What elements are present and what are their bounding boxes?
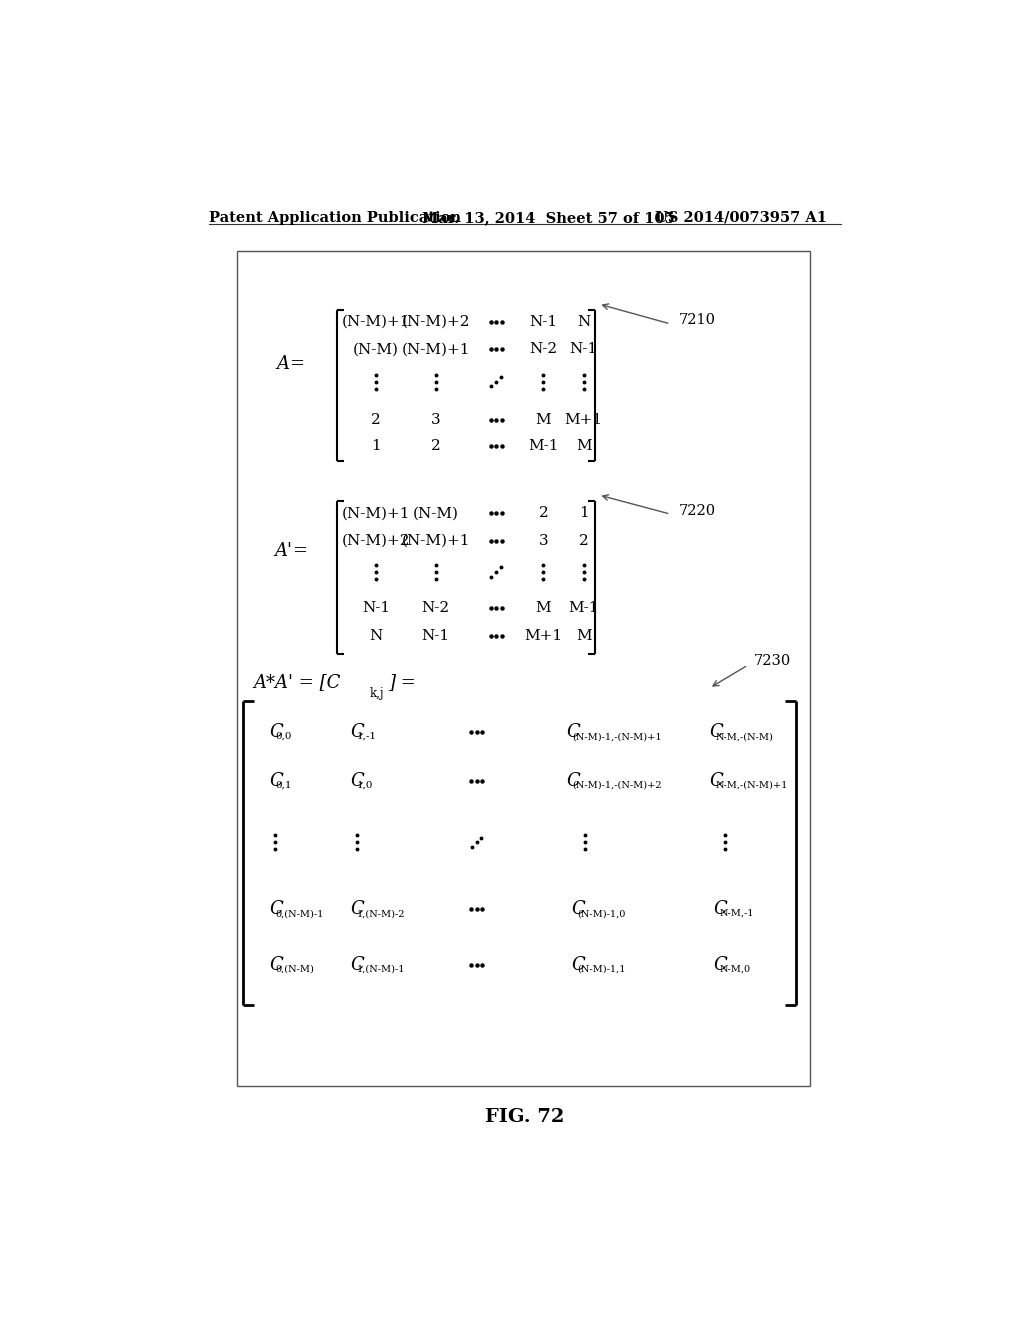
Text: 1: 1 [579,507,589,520]
Text: (N-M)-1,-(N-M)+2: (N-M)-1,-(N-M)+2 [572,780,662,789]
Text: M+1: M+1 [564,413,603,428]
Text: Mar. 13, 2014  Sheet 57 of 105: Mar. 13, 2014 Sheet 57 of 105 [423,211,675,224]
Text: C: C [269,772,283,789]
Text: N: N [578,314,590,329]
Text: 2: 2 [431,438,440,453]
Text: 3: 3 [431,413,440,428]
Text: 1,(N-M)-1: 1,(N-M)-1 [356,965,406,974]
Text: C: C [710,772,723,789]
Text: C: C [713,956,727,974]
Text: 2: 2 [579,535,589,548]
Text: k,j: k,j [370,688,384,701]
Text: N-2: N-2 [422,601,450,615]
Text: N-1: N-1 [361,601,390,615]
Text: A: A [276,355,290,374]
Text: C: C [571,956,585,974]
Text: FIG. 72: FIG. 72 [485,1107,564,1126]
Text: 7210: 7210 [678,313,715,327]
Text: C: C [269,956,283,974]
Text: (N-M)+1: (N-M)+1 [342,507,411,520]
Text: US 2014/0073957 A1: US 2014/0073957 A1 [655,211,827,224]
Text: C: C [269,723,283,741]
Text: C: C [566,723,580,741]
Text: Patent Application Publication: Patent Application Publication [209,211,462,224]
Text: M: M [575,628,592,643]
Text: (N-M)+1: (N-M)+1 [342,314,411,329]
Text: 2: 2 [539,507,548,520]
Text: C: C [350,900,365,919]
Text: M+1: M+1 [524,628,562,643]
Text: M: M [575,438,592,453]
Text: N-M,-(N-M)+1: N-M,-(N-M)+1 [716,780,787,789]
Text: N-M,-1: N-M,-1 [720,909,754,919]
Text: N-2: N-2 [529,342,557,356]
Text: 0,0: 0,0 [275,733,292,741]
Text: (N-M): (N-M) [413,507,459,520]
Text: =: = [293,543,307,560]
Text: (N-M)+2: (N-M)+2 [401,314,470,329]
Bar [237,251,810,1086]
Text: N-1: N-1 [569,342,598,356]
Text: (N-M)+2: (N-M)+2 [342,535,411,548]
Text: M: M [536,413,551,428]
Text: N-M,-(N-M): N-M,-(N-M) [716,733,773,741]
Text: (N-M)-1,0: (N-M)-1,0 [578,909,626,919]
Text: M: M [536,601,551,615]
Text: N-M,0: N-M,0 [720,965,751,974]
Text: A*A' = [C: A*A' = [C [254,673,341,690]
Text: N-1: N-1 [529,314,557,329]
Text: ] =: ] = [388,673,417,690]
Text: (N-M)-1,-(N-M)+1: (N-M)-1,-(N-M)+1 [572,733,662,741]
Text: =: = [290,355,304,374]
Text: C: C [350,723,365,741]
Text: (N-M): (N-M) [353,342,399,356]
Text: C: C [350,772,365,789]
Text: 2: 2 [371,413,381,428]
Text: A': A' [274,543,292,560]
Text: 0,(N-M): 0,(N-M) [275,965,314,974]
Text: (N-M)-1,1: (N-M)-1,1 [578,965,626,974]
Text: (N-M)+1: (N-M)+1 [401,342,470,356]
Text: 1,-1: 1,-1 [356,733,377,741]
Text: C: C [713,900,727,919]
Text: 7220: 7220 [678,504,716,517]
Text: 7230: 7230 [755,655,792,668]
Text: 0,(N-M)-1: 0,(N-M)-1 [275,909,324,919]
Text: C: C [571,900,585,919]
Text: M-1: M-1 [528,438,559,453]
Text: C: C [710,723,723,741]
Text: 1,0: 1,0 [356,780,373,789]
Text: C: C [566,772,580,789]
Text: N: N [370,628,383,643]
Text: 1: 1 [371,438,381,453]
Text: 0,1: 0,1 [275,780,292,789]
Text: M-1: M-1 [568,601,599,615]
Text: 3: 3 [539,535,548,548]
Text: C: C [269,900,283,919]
Text: N-1: N-1 [422,628,450,643]
Text: C: C [350,956,365,974]
Text: (N-M)+1: (N-M)+1 [401,535,470,548]
Text: 1,(N-M)-2: 1,(N-M)-2 [356,909,406,919]
